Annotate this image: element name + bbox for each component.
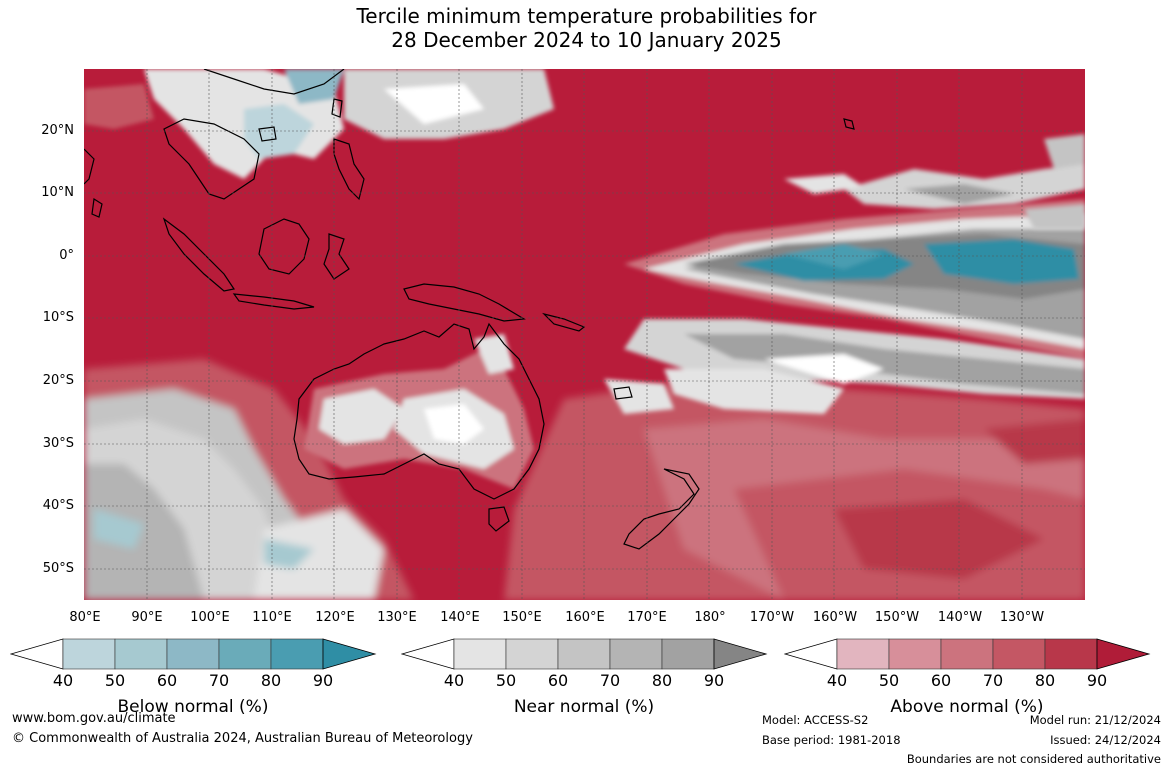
colorbar-tick-label: 70 — [599, 671, 621, 690]
south-pacific-shading — [504, 379, 1085, 600]
colorbar-arrow-high — [713, 638, 768, 670]
base-period-text: Base period: 1981-2018 — [762, 733, 901, 747]
australia-shading — [304, 334, 534, 489]
colorbar-segment — [62, 638, 116, 670]
coastlines — [84, 69, 855, 550]
lon-label-160e: 160°E — [565, 610, 605, 625]
colorbar-arrow-low — [10, 638, 64, 670]
colorbar-arrow-high — [322, 638, 377, 670]
lon-label-170e: 170°E — [627, 610, 667, 625]
colorbar-tick-label: 70 — [208, 671, 230, 690]
colorbar-segment — [270, 638, 324, 670]
colorbar-arrow-low — [401, 638, 455, 670]
colorbar-segment — [218, 638, 272, 670]
colorbar-title-above: Above normal (%) — [890, 697, 1044, 717]
lon-label-160w: 160°W — [812, 610, 858, 625]
colorbar-arrow-low — [784, 638, 838, 670]
lat-label-50s: 50°S — [42, 561, 74, 576]
colorbar-segment — [453, 638, 507, 670]
colorbar-title-below: Below normal (%) — [117, 697, 269, 717]
colorbar-tick-label: 70 — [982, 671, 1004, 690]
colorbar-segment — [661, 638, 715, 670]
colorbar-tick-label: 90 — [1086, 671, 1108, 690]
colorbar-tick-label: 60 — [547, 671, 569, 690]
colorbar-below-normal — [10, 638, 377, 670]
colorbar-above-normal — [784, 638, 1151, 670]
colorbar-arrow-high — [1096, 638, 1151, 670]
colorbar-tick-label: 90 — [703, 671, 725, 690]
map-title: Tercile minimum temperature probabilitie… — [0, 4, 1173, 52]
colorbar-segment — [609, 638, 663, 670]
lon-label-120e: 120°E — [315, 610, 355, 625]
lon-label-150e: 150°E — [502, 610, 542, 625]
title-line-2: 28 December 2024 to 10 January 2025 — [391, 28, 782, 52]
lon-label-140e: 140°E — [440, 610, 480, 625]
probability-map — [84, 69, 1085, 600]
equatorial-pacific-band — [624, 199, 1085, 359]
gridlines — [84, 69, 1085, 600]
lat-label-20n: 20°N — [41, 123, 74, 138]
lon-label-90e: 90°E — [131, 610, 163, 625]
lat-label-20s: 20°S — [42, 373, 74, 388]
lon-label-100e: 100°E — [190, 610, 230, 625]
lon-label-140w: 140°W — [937, 610, 983, 625]
colorbar-segment — [888, 638, 942, 670]
title-line-1: Tercile minimum temperature probabilitie… — [356, 4, 817, 28]
colorbar-segment — [940, 638, 994, 670]
colorbar-segment — [505, 638, 559, 670]
colorbar-segment — [166, 638, 220, 670]
lat-label-0: 0° — [59, 248, 74, 263]
southeast-asia-shading — [84, 69, 554, 179]
lat-label-30s: 30°S — [42, 436, 74, 451]
lon-label-80e: 80°E — [69, 610, 101, 625]
colorbar-tick-label: 80 — [651, 671, 673, 690]
lon-label-180: 180° — [694, 610, 726, 625]
colorbar-tick-label: 50 — [104, 671, 126, 690]
colorbar-tick-label: 60 — [156, 671, 178, 690]
colorbar-tick-label: 40 — [443, 671, 465, 690]
lat-label-10s: 10°S — [42, 310, 74, 325]
lon-label-110e: 110°E — [252, 610, 292, 625]
colorbar-tick-label: 50 — [495, 671, 517, 690]
colorbar-segment — [114, 638, 168, 670]
colorbar-near-normal — [401, 638, 768, 670]
issued-text: Issued: 24/12/2024 — [1050, 733, 1161, 747]
lon-label-170w: 170°W — [749, 610, 795, 625]
copyright-text: © Commonwealth of Australia 2024, Austra… — [12, 731, 473, 746]
colorbar-segment — [836, 638, 890, 670]
colorbar-tick-label: 90 — [312, 671, 334, 690]
model-text: Model: ACCESS-S2 — [762, 713, 869, 727]
colorbar-tick-label: 60 — [930, 671, 952, 690]
colorbar-tick-label: 80 — [1034, 671, 1056, 690]
lat-label-40s: 40°S — [42, 498, 74, 513]
lon-label-150w: 150°W — [874, 610, 920, 625]
colorbar-segment — [557, 638, 611, 670]
colorbar-title-near: Near normal (%) — [513, 697, 655, 717]
colorbar-segment — [1044, 638, 1098, 670]
lon-label-130e: 130°E — [377, 610, 417, 625]
lat-label-10n: 10°N — [41, 185, 74, 200]
boundaries-note: Boundaries are not considered authoritat… — [906, 752, 1161, 766]
website-link[interactable]: www.bom.gov.au/climate — [12, 711, 176, 726]
north-pacific-patches — [784, 134, 1085, 229]
lon-label-130w: 130°W — [999, 610, 1045, 625]
colorbar-tick-label: 50 — [878, 671, 900, 690]
colorbar-tick-label: 80 — [260, 671, 282, 690]
colorbar-tick-label: 40 — [826, 671, 848, 690]
model-run-text: Model run: 21/12/2024 — [1029, 713, 1161, 727]
colorbar-tick-label: 40 — [52, 671, 74, 690]
colorbar-segment — [992, 638, 1046, 670]
